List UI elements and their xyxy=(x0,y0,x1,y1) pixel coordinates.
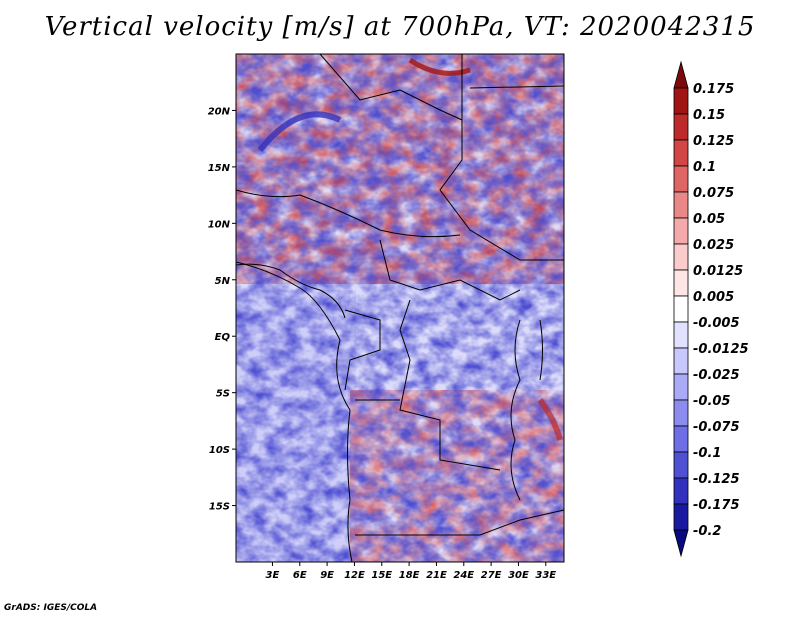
chart-title: Vertical velocity [m/s] at 700hPa, VT: 2… xyxy=(44,12,756,42)
colorbar-swatch xyxy=(673,295,689,323)
axis-ticks: 3E 6E 9E 12E 15E 18E 21E 24E 27E 30E 33E 20N 15N 10N 5… xyxy=(208,106,557,581)
y-tick-label: 10S xyxy=(209,445,230,456)
colorbar-swatch xyxy=(673,425,689,453)
x-tick-label: 12E xyxy=(344,570,365,581)
colorbar-swatch xyxy=(673,529,689,558)
colorbar-swatch xyxy=(673,60,689,89)
y-tick-label: 10N xyxy=(208,219,231,230)
y-tick-label: 5S xyxy=(216,389,230,400)
velocity-field xyxy=(236,54,564,562)
colorbar-swatch xyxy=(673,113,689,141)
colorbar-swatch xyxy=(673,399,689,427)
colorbar-swatch xyxy=(673,503,689,531)
plot-frame xyxy=(235,53,565,563)
colorbar-label: 0.0125 xyxy=(693,264,743,279)
x-tick-label: 27E xyxy=(481,570,502,581)
colorbar-label: 0.15 xyxy=(693,108,725,123)
colorbar-label: -0.075 xyxy=(693,420,740,435)
colorbar-label: -0.2 xyxy=(693,524,721,539)
credit-label: GrADS: IGES/COLA xyxy=(4,603,98,613)
colorbar-swatch xyxy=(673,139,689,167)
colorbar-swatch xyxy=(673,243,689,271)
colorbar-label: -0.025 xyxy=(693,368,740,383)
x-tick-label: 15E xyxy=(371,570,392,581)
x-tick-label: 18E xyxy=(399,570,420,581)
colorbar-label: 0.075 xyxy=(693,186,734,201)
colorbar-swatch xyxy=(673,451,689,479)
colorbar-label: 0.005 xyxy=(693,290,734,305)
colorbar-swatch xyxy=(673,373,689,401)
x-tick-label: 6E xyxy=(293,570,307,581)
x-tick-label: 9E xyxy=(320,570,334,581)
colorbar-label: 0.05 xyxy=(693,212,725,227)
colorbar-label: -0.005 xyxy=(693,316,740,331)
y-tick-label: EQ xyxy=(215,332,231,343)
colorbar-label: 0.125 xyxy=(693,134,734,149)
colorbar-swatch xyxy=(673,165,689,193)
colorbar: 0.175 0.15 0.125 0.1 0.075 0.05 0.025 0.0125 0.0… xyxy=(673,60,749,558)
colorbar-swatch xyxy=(673,477,689,505)
x-tick-label: 21E xyxy=(426,570,447,581)
colorbar-swatch xyxy=(673,87,689,115)
colorbar-swatch xyxy=(673,321,689,349)
y-tick-label: 15N xyxy=(208,163,231,174)
colorbar-swatch xyxy=(673,191,689,219)
colorbar-label: 0.025 xyxy=(693,238,734,253)
colorbar-label: 0.175 xyxy=(693,82,734,97)
colorbar-label: -0.05 xyxy=(693,394,730,409)
colorbar-swatch xyxy=(673,347,689,375)
colorbar-label: -0.125 xyxy=(693,472,740,487)
colorbar-label: -0.175 xyxy=(693,498,740,513)
colorbar-swatch xyxy=(673,217,689,245)
colorbar-label: -0.1 xyxy=(693,446,721,461)
colorbar-label: 0.1 xyxy=(693,160,716,175)
y-tick-label: 15S xyxy=(209,502,230,513)
x-tick-label: 3E xyxy=(266,570,280,581)
y-tick-label: 20N xyxy=(208,106,231,117)
country-borders xyxy=(236,54,564,562)
colorbar-swatch xyxy=(673,269,689,297)
colorbar-label: -0.0125 xyxy=(693,342,749,357)
x-tick-label: 33E xyxy=(535,570,556,581)
x-tick-label: 24E xyxy=(453,570,474,581)
x-tick-label: 30E xyxy=(508,570,529,581)
y-tick-label: 5N xyxy=(215,276,231,287)
